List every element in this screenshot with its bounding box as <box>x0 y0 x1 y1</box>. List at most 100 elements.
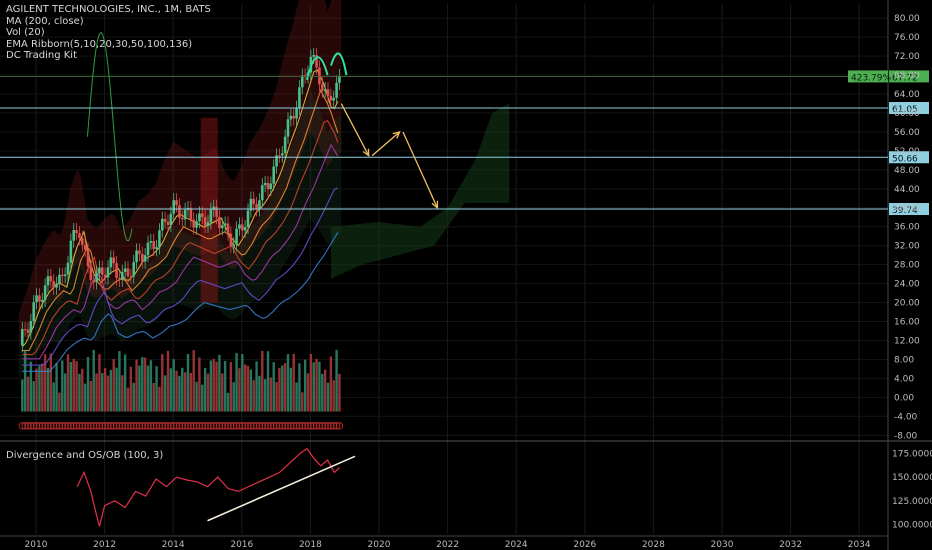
time-tick-label: 2022 <box>436 540 459 550</box>
candle-body <box>169 213 173 225</box>
pattern-arc-left <box>305 56 329 81</box>
candle-body <box>326 89 330 96</box>
candle-body <box>89 266 93 281</box>
event-marker <box>112 422 121 430</box>
candle-body <box>266 182 270 190</box>
event-marker <box>207 422 215 430</box>
event-marker <box>321 422 329 430</box>
volume-bar <box>301 392 304 412</box>
volume-bar <box>109 369 113 412</box>
candle-body <box>109 257 113 268</box>
axes: 80.00 76.00 72.00 68.00 64.00 60.00 56.00 52.00… <box>25 14 932 550</box>
event-marker <box>210 422 218 430</box>
event-marker <box>192 422 201 430</box>
candle-body <box>338 76 341 83</box>
volume-bar <box>309 353 313 412</box>
candle-body <box>115 263 118 278</box>
volume-bar <box>141 357 144 412</box>
candle-body <box>275 155 278 167</box>
arrow-shaft <box>340 103 370 156</box>
event-marker <box>78 422 86 430</box>
volume-bar <box>255 361 258 412</box>
event-marker <box>212 422 221 430</box>
event-marker <box>158 422 166 430</box>
candle-body <box>40 299 44 302</box>
event-marker <box>50 422 58 430</box>
level-tag <box>889 151 929 164</box>
event-marker <box>318 422 326 430</box>
arrow-head <box>392 130 401 139</box>
level-label: 50.66 <box>892 154 918 164</box>
volume-bar <box>89 380 93 412</box>
volume-bar <box>135 359 138 412</box>
event-marker <box>270 422 278 430</box>
time-tick-label: 2032 <box>779 540 802 550</box>
divergence-trendline <box>207 455 356 522</box>
event-marker <box>281 422 289 430</box>
event-marker <box>75 422 84 430</box>
candle-body <box>252 198 256 204</box>
event-marker <box>290 422 298 430</box>
candle-body <box>260 185 264 201</box>
volume-bar <box>146 365 150 412</box>
candle-body <box>146 242 150 256</box>
event-marker <box>67 422 75 430</box>
volume-bar <box>278 367 281 412</box>
volume-bar <box>175 370 178 412</box>
candle-body <box>332 97 336 101</box>
volume-bar <box>183 372 187 412</box>
event-marker <box>90 422 98 430</box>
event-marker <box>172 422 181 430</box>
volume-bar <box>249 369 253 412</box>
volume-bar <box>266 351 270 412</box>
volume-bar <box>218 354 221 412</box>
event-marker <box>267 422 275 430</box>
event-marker <box>135 422 144 430</box>
event-marker <box>272 422 281 430</box>
candle-body <box>318 67 321 85</box>
level-label: 67.72 <box>892 73 918 83</box>
volume-bar <box>66 354 70 412</box>
event-marker <box>232 422 241 430</box>
candle-body <box>78 233 81 238</box>
event-marker <box>41 422 49 430</box>
event-marker <box>164 422 172 430</box>
volume-bar <box>78 373 81 412</box>
volume-bar <box>152 382 155 412</box>
candle-body <box>95 273 98 283</box>
level-tag <box>889 203 929 216</box>
price-tick-label: 68.00 <box>894 71 920 81</box>
volume-bar <box>35 368 38 412</box>
candle-body <box>100 267 104 275</box>
volume-bar <box>186 353 190 412</box>
price-tick-label: 48.00 <box>894 166 920 176</box>
candle-body <box>220 225 224 229</box>
volume-bar <box>172 359 175 412</box>
event-marker <box>275 422 284 430</box>
event-marker <box>181 422 189 430</box>
event-marker <box>187 422 195 430</box>
candle-body <box>212 206 216 210</box>
level-tag <box>889 70 929 83</box>
event-marker <box>58 422 66 430</box>
volume-bar <box>232 382 235 412</box>
volume-bar <box>195 381 198 412</box>
candle-body <box>118 277 121 280</box>
event-marker <box>198 422 206 430</box>
candle-body <box>263 182 267 186</box>
volume-bar <box>189 372 193 412</box>
event-marker <box>144 422 152 430</box>
event-marker <box>224 422 232 430</box>
event-marker <box>87 422 95 430</box>
volume-bar <box>289 367 293 412</box>
event-marker <box>235 422 244 430</box>
volume-bar <box>132 382 135 412</box>
volume-bar <box>323 369 327 412</box>
volume-bar <box>49 353 53 412</box>
volume-bar <box>61 360 64 412</box>
candle-body <box>106 267 110 278</box>
future-cloud <box>330 103 510 279</box>
volume-bar <box>221 373 224 412</box>
